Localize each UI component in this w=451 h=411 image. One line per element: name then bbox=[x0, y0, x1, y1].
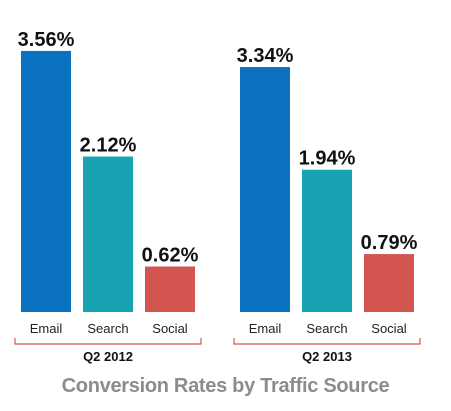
data-label: 3.56% bbox=[18, 29, 75, 51]
category-label: Social bbox=[371, 321, 407, 336]
category-label: Email bbox=[30, 321, 63, 336]
data-label: 0.79% bbox=[361, 232, 418, 254]
data-label: 1.94% bbox=[299, 148, 356, 170]
bar-search-1 bbox=[83, 156, 133, 312]
group-bracket bbox=[233, 338, 421, 345]
bar-search-2 bbox=[302, 169, 352, 312]
category-label: Search bbox=[306, 321, 347, 336]
category-label: Social bbox=[152, 321, 188, 336]
group-label: Q2 2013 bbox=[302, 349, 352, 364]
data-label: 3.34% bbox=[237, 45, 294, 67]
data-label: 2.12% bbox=[80, 135, 137, 157]
group-label: Q2 2012 bbox=[83, 349, 133, 364]
group-bracket bbox=[14, 338, 202, 345]
data-label: 0.62% bbox=[142, 245, 199, 267]
chart-title: Conversion Rates by Traffic Source bbox=[61, 375, 390, 397]
bar-social-2 bbox=[364, 254, 414, 312]
category-label: Search bbox=[87, 321, 128, 336]
category-label: Email bbox=[249, 321, 282, 336]
bar-email-2 bbox=[240, 67, 290, 312]
bar-email-1 bbox=[21, 50, 71, 312]
bar-social-1 bbox=[145, 266, 195, 312]
